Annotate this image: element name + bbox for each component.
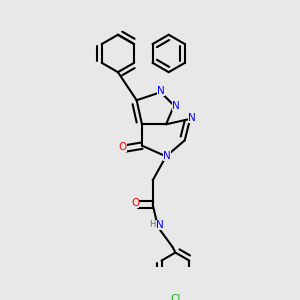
- Text: O: O: [131, 198, 140, 208]
- Text: N: N: [164, 152, 171, 161]
- Text: N: N: [156, 220, 164, 230]
- Text: O: O: [118, 142, 127, 152]
- Text: N: N: [188, 112, 195, 123]
- Text: N: N: [172, 100, 179, 111]
- Text: H: H: [149, 220, 156, 229]
- Text: Cl: Cl: [170, 294, 181, 300]
- Text: N: N: [157, 86, 165, 96]
